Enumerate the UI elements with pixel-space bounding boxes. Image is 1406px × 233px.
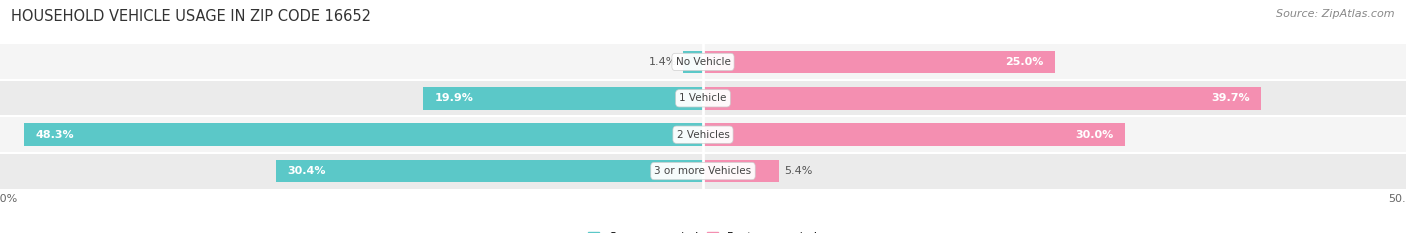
Bar xyxy=(0,80,1406,116)
Bar xyxy=(703,87,1261,110)
Text: No Vehicle: No Vehicle xyxy=(675,57,731,67)
Legend: Owner-occupied, Renter-occupied: Owner-occupied, Renter-occupied xyxy=(588,232,818,233)
Text: 19.9%: 19.9% xyxy=(434,93,474,103)
Text: 30.4%: 30.4% xyxy=(287,166,325,176)
Bar xyxy=(423,87,703,110)
Bar xyxy=(703,123,1125,146)
Bar xyxy=(276,160,703,182)
Text: 30.0%: 30.0% xyxy=(1076,130,1114,140)
Text: 25.0%: 25.0% xyxy=(1005,57,1043,67)
Text: 5.4%: 5.4% xyxy=(785,166,813,176)
Bar xyxy=(0,153,1406,189)
Bar xyxy=(683,51,703,73)
Bar xyxy=(703,160,779,182)
Bar xyxy=(24,123,703,146)
Text: 3 or more Vehicles: 3 or more Vehicles xyxy=(654,166,752,176)
Text: 48.3%: 48.3% xyxy=(35,130,73,140)
Bar xyxy=(703,51,1054,73)
Bar xyxy=(0,44,1406,80)
Text: 2 Vehicles: 2 Vehicles xyxy=(676,130,730,140)
Text: 39.7%: 39.7% xyxy=(1212,93,1250,103)
Text: 1.4%: 1.4% xyxy=(650,57,678,67)
Bar xyxy=(0,116,1406,153)
Text: HOUSEHOLD VEHICLE USAGE IN ZIP CODE 16652: HOUSEHOLD VEHICLE USAGE IN ZIP CODE 1665… xyxy=(11,9,371,24)
Text: Source: ZipAtlas.com: Source: ZipAtlas.com xyxy=(1277,9,1395,19)
Text: 1 Vehicle: 1 Vehicle xyxy=(679,93,727,103)
